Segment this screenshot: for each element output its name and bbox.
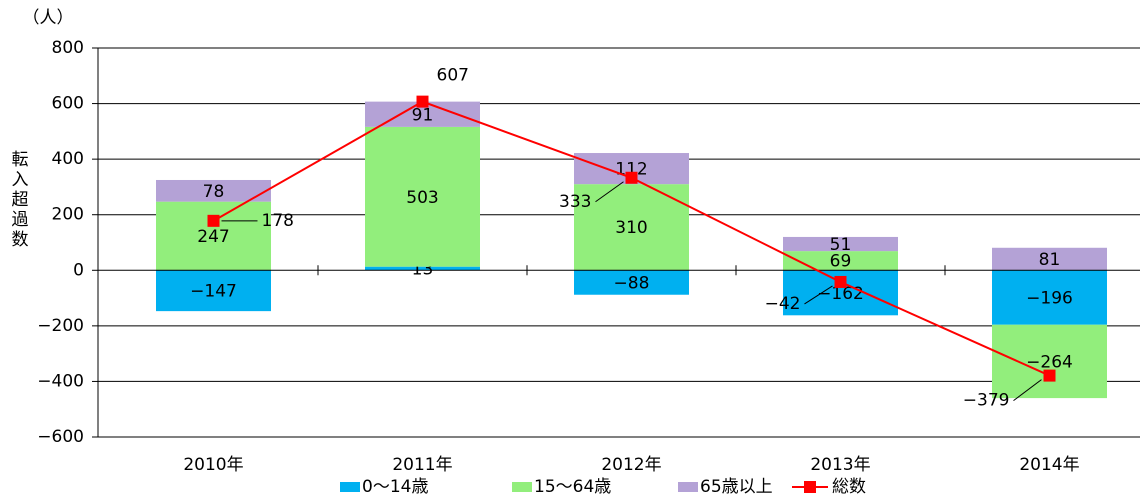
data-label: 51 [830, 235, 852, 255]
y-axis-label-char: 過 [12, 210, 29, 230]
line-marker [207, 214, 220, 227]
legend-label: 0～14歳 [362, 477, 428, 497]
y-axis-label-char: 入 [12, 170, 29, 190]
legend-marker [804, 481, 816, 493]
leader-line [595, 181, 624, 203]
bar-segment [783, 251, 898, 271]
legend-swatch [340, 482, 360, 492]
x-tick-label: 2013年 [810, 455, 870, 475]
y-unit: （人） [23, 8, 74, 28]
x-tick-label: 2010年 [183, 455, 243, 475]
legend-label: 15～64歳 [534, 477, 611, 497]
bar-segment [783, 236, 898, 252]
legend-swatch [678, 482, 698, 492]
bar-segment [574, 184, 689, 271]
y-tick-label: −600 [37, 427, 84, 447]
y-tick-label: 600 [52, 94, 84, 114]
data-label: 69 [830, 252, 852, 272]
x-tick-label: 2011年 [392, 455, 452, 475]
leader-line [1013, 379, 1042, 401]
line-marker [625, 171, 638, 184]
bar-segment [992, 324, 1107, 399]
data-label: −196 [1026, 289, 1073, 309]
data-label: −42 [765, 294, 801, 314]
data-label: −379 [963, 391, 1010, 411]
data-label: 178 [262, 211, 294, 231]
y-axis-label-char: 超 [12, 190, 29, 210]
y-tick-label: −400 [37, 371, 84, 391]
data-label: 78 [203, 182, 225, 202]
bar-segment [992, 247, 1107, 271]
y-tick-label: 0 [73, 260, 84, 280]
data-label: 503 [406, 188, 438, 208]
data-label: 310 [615, 218, 647, 238]
y-tick-label: −200 [37, 316, 84, 336]
bar-segment [365, 266, 480, 271]
data-label: 607 [437, 66, 469, 86]
bar-segment [992, 270, 1107, 325]
line-marker [1043, 369, 1056, 382]
bar-segment [156, 201, 271, 271]
data-label: −264 [1026, 352, 1073, 372]
y-tick-label: 200 [52, 205, 84, 225]
bar-segment [365, 126, 480, 267]
line-marker [416, 95, 429, 108]
leader-line [804, 285, 833, 305]
y-axis-label-char: 数 [12, 230, 29, 250]
x-tick-label: 2012年 [601, 455, 661, 475]
y-tick-label: 800 [52, 38, 84, 58]
data-label: −147 [190, 282, 237, 302]
data-label: 333 [559, 192, 591, 212]
data-label: 247 [197, 227, 229, 247]
y-axis-label-char: 転 [12, 150, 29, 170]
y-axis-label: 転入超過数 [12, 150, 29, 250]
data-label: −88 [614, 274, 650, 294]
x-tick-label: 2014年 [1019, 455, 1079, 475]
legend-label: 65歳以上 [700, 477, 773, 497]
data-label: 91 [412, 105, 434, 125]
legend-label: 総数 [832, 477, 866, 497]
bar-segment [574, 270, 689, 295]
bar-segment [156, 179, 271, 202]
data-label: 81 [1039, 250, 1061, 270]
line-marker [834, 275, 847, 288]
bar-segment [156, 270, 271, 312]
y-tick-label: 400 [52, 149, 84, 169]
legend-swatch [512, 482, 532, 492]
